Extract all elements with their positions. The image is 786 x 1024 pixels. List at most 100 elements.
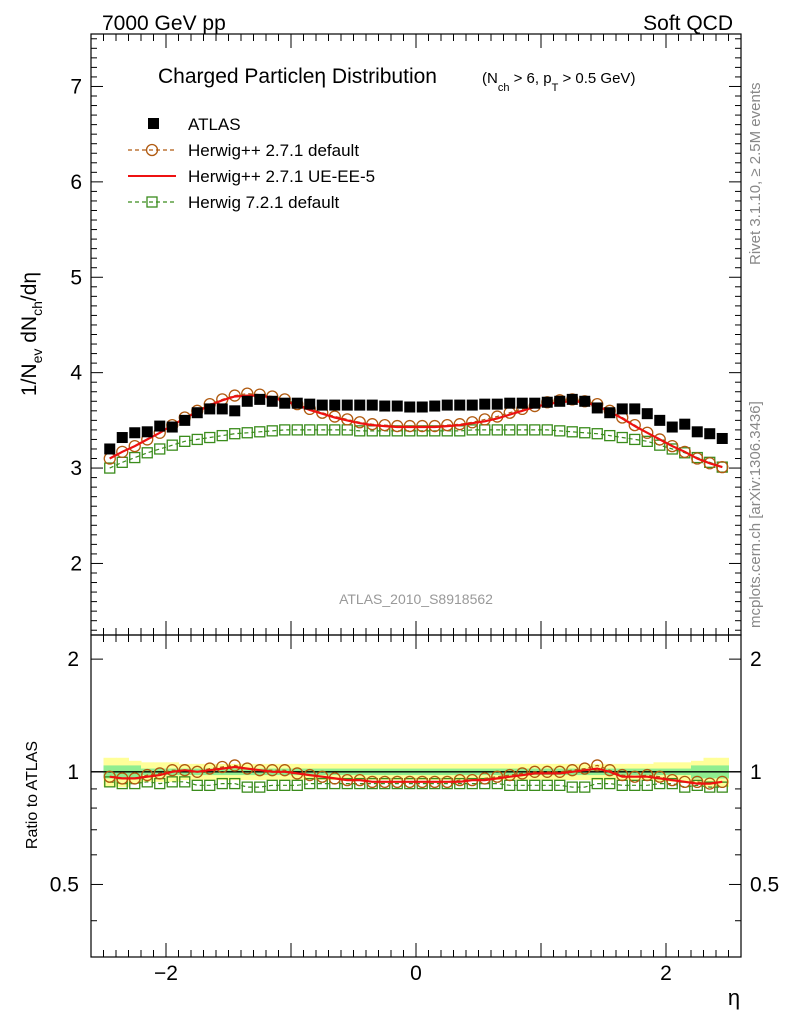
ratio-y-tick-label-right: 1 xyxy=(750,761,762,784)
atlas-point xyxy=(179,414,191,426)
ratio-herwig-default-point xyxy=(591,759,604,772)
ratio-y-axis-label: Ratio to ATLAS xyxy=(24,741,41,849)
atlas-point xyxy=(254,393,266,405)
ratio-herwig7-point xyxy=(229,777,241,790)
x-tick-label: 0 xyxy=(410,962,422,985)
ratio-herwig7-point xyxy=(166,776,178,788)
atlas-point xyxy=(379,400,391,412)
atlas-point xyxy=(604,407,616,419)
ratio-herwig-default-point xyxy=(641,768,654,782)
y-tick-label: 5 xyxy=(70,266,82,289)
herwig7-point xyxy=(229,428,241,440)
ratio-series xyxy=(103,759,729,793)
atlas-point xyxy=(516,397,528,409)
herwig7-point xyxy=(516,424,528,436)
atlas-point xyxy=(566,393,578,405)
ratio-herwig7-point xyxy=(291,779,303,791)
y-tick-label: 7 xyxy=(70,75,82,98)
atlas-point xyxy=(166,421,178,433)
atlas-point xyxy=(216,403,228,415)
legend-entry-herwig-ueee5: Herwig++ 2.7.1 UE-EE-5 xyxy=(128,167,375,186)
herwig-default-point xyxy=(628,418,641,432)
herwig7-point xyxy=(591,428,603,440)
atlas-point xyxy=(241,395,253,407)
atlas-point xyxy=(304,398,316,410)
herwig7-point xyxy=(254,426,266,438)
y-tick-label: 4 xyxy=(70,362,82,385)
herwig7-point xyxy=(641,435,653,447)
herwig7-point xyxy=(554,425,566,437)
atlas-point xyxy=(104,443,116,455)
svg-text:1/Nev dNch/dη: 1/Nev dNch/dη xyxy=(18,272,45,396)
herwig7-point xyxy=(129,451,141,464)
atlas-point xyxy=(541,396,553,408)
herwig7-point xyxy=(266,425,278,437)
ratio-herwig7-point xyxy=(566,781,578,793)
herwig-default-point xyxy=(716,460,729,474)
atlas-point xyxy=(529,397,541,409)
herwig7-point xyxy=(616,431,628,444)
atlas-point xyxy=(454,399,466,411)
herwig-default-point xyxy=(666,439,679,453)
atlas-point xyxy=(341,399,353,411)
legend-label-herwig-default: Herwig++ 2.7.1 default xyxy=(188,141,359,160)
atlas-point xyxy=(716,432,728,444)
legend-marker-herwig7 xyxy=(146,196,158,208)
atlas-point xyxy=(291,397,303,409)
ratio-herwig-default-point xyxy=(541,765,554,778)
atlas-point xyxy=(316,399,328,411)
atlas-point xyxy=(129,427,141,439)
herwig-default-point xyxy=(641,426,654,439)
ratio-herwig-default-point xyxy=(278,764,291,777)
atlas-point xyxy=(616,403,628,415)
atlas-point xyxy=(391,400,403,412)
ratio-herwig7-point xyxy=(304,777,316,790)
herwig7-point xyxy=(404,425,416,437)
ratio-herwig7-point xyxy=(191,779,203,791)
atlas-point xyxy=(116,432,128,444)
main-series xyxy=(103,387,729,474)
atlas-point xyxy=(679,418,691,430)
process-label: Soft QCD xyxy=(643,12,733,35)
herwig7-point xyxy=(241,427,253,439)
atlas-point xyxy=(266,395,278,407)
legend-marker-atlas xyxy=(148,118,159,129)
atlas-point xyxy=(579,395,591,407)
ratio-herwig7-line xyxy=(109,781,723,788)
ratio-herwig7-point xyxy=(204,779,216,791)
herwig7-point xyxy=(279,424,291,436)
ratio-herwig-default-point xyxy=(228,759,241,772)
x-tick-label: −2 xyxy=(154,962,178,985)
atlas-point xyxy=(504,397,516,409)
legend: ATLAS Herwig++ 2.7.1 default Herwig++ 2.… xyxy=(128,115,375,212)
atlas-point xyxy=(404,401,416,413)
herwig7-point xyxy=(304,424,316,436)
y-axis-label: 1/Nev dNch/dη xyxy=(18,272,45,396)
herwig7-point xyxy=(191,433,203,446)
legend-marker-herwig-default xyxy=(145,143,159,157)
main-axes: 2 3 4 5 6 7 xyxy=(70,34,742,635)
atlas-point xyxy=(279,397,291,409)
ratio-herwig7-point xyxy=(216,777,228,790)
legend-label-herwig7: Herwig 7.2.1 default xyxy=(188,193,339,212)
herwig-default-point xyxy=(116,445,129,458)
herwig7-point xyxy=(354,425,366,437)
atlas-point xyxy=(191,407,203,419)
atlas-point xyxy=(416,401,428,413)
atlas-point xyxy=(554,395,566,407)
x-tick-label: 2 xyxy=(660,962,672,985)
ratio-y-tick-label-right: 2 xyxy=(750,648,762,671)
legend-entry-atlas: ATLAS xyxy=(148,115,241,134)
herwig7-point xyxy=(154,443,166,455)
ratio-herwig7-point xyxy=(254,781,266,793)
herwig-default-point xyxy=(678,445,691,458)
atlas-point xyxy=(591,402,603,414)
atlas-point xyxy=(704,428,716,440)
ratio-y-tick-label-right: 0.5 xyxy=(750,873,779,896)
ratio-herwig7-point xyxy=(579,781,591,793)
ratio-herwig-ueee5-line xyxy=(109,765,723,785)
herwig7-point xyxy=(566,426,578,438)
y-tick-label: 6 xyxy=(70,171,82,194)
herwig7-point xyxy=(466,424,478,436)
